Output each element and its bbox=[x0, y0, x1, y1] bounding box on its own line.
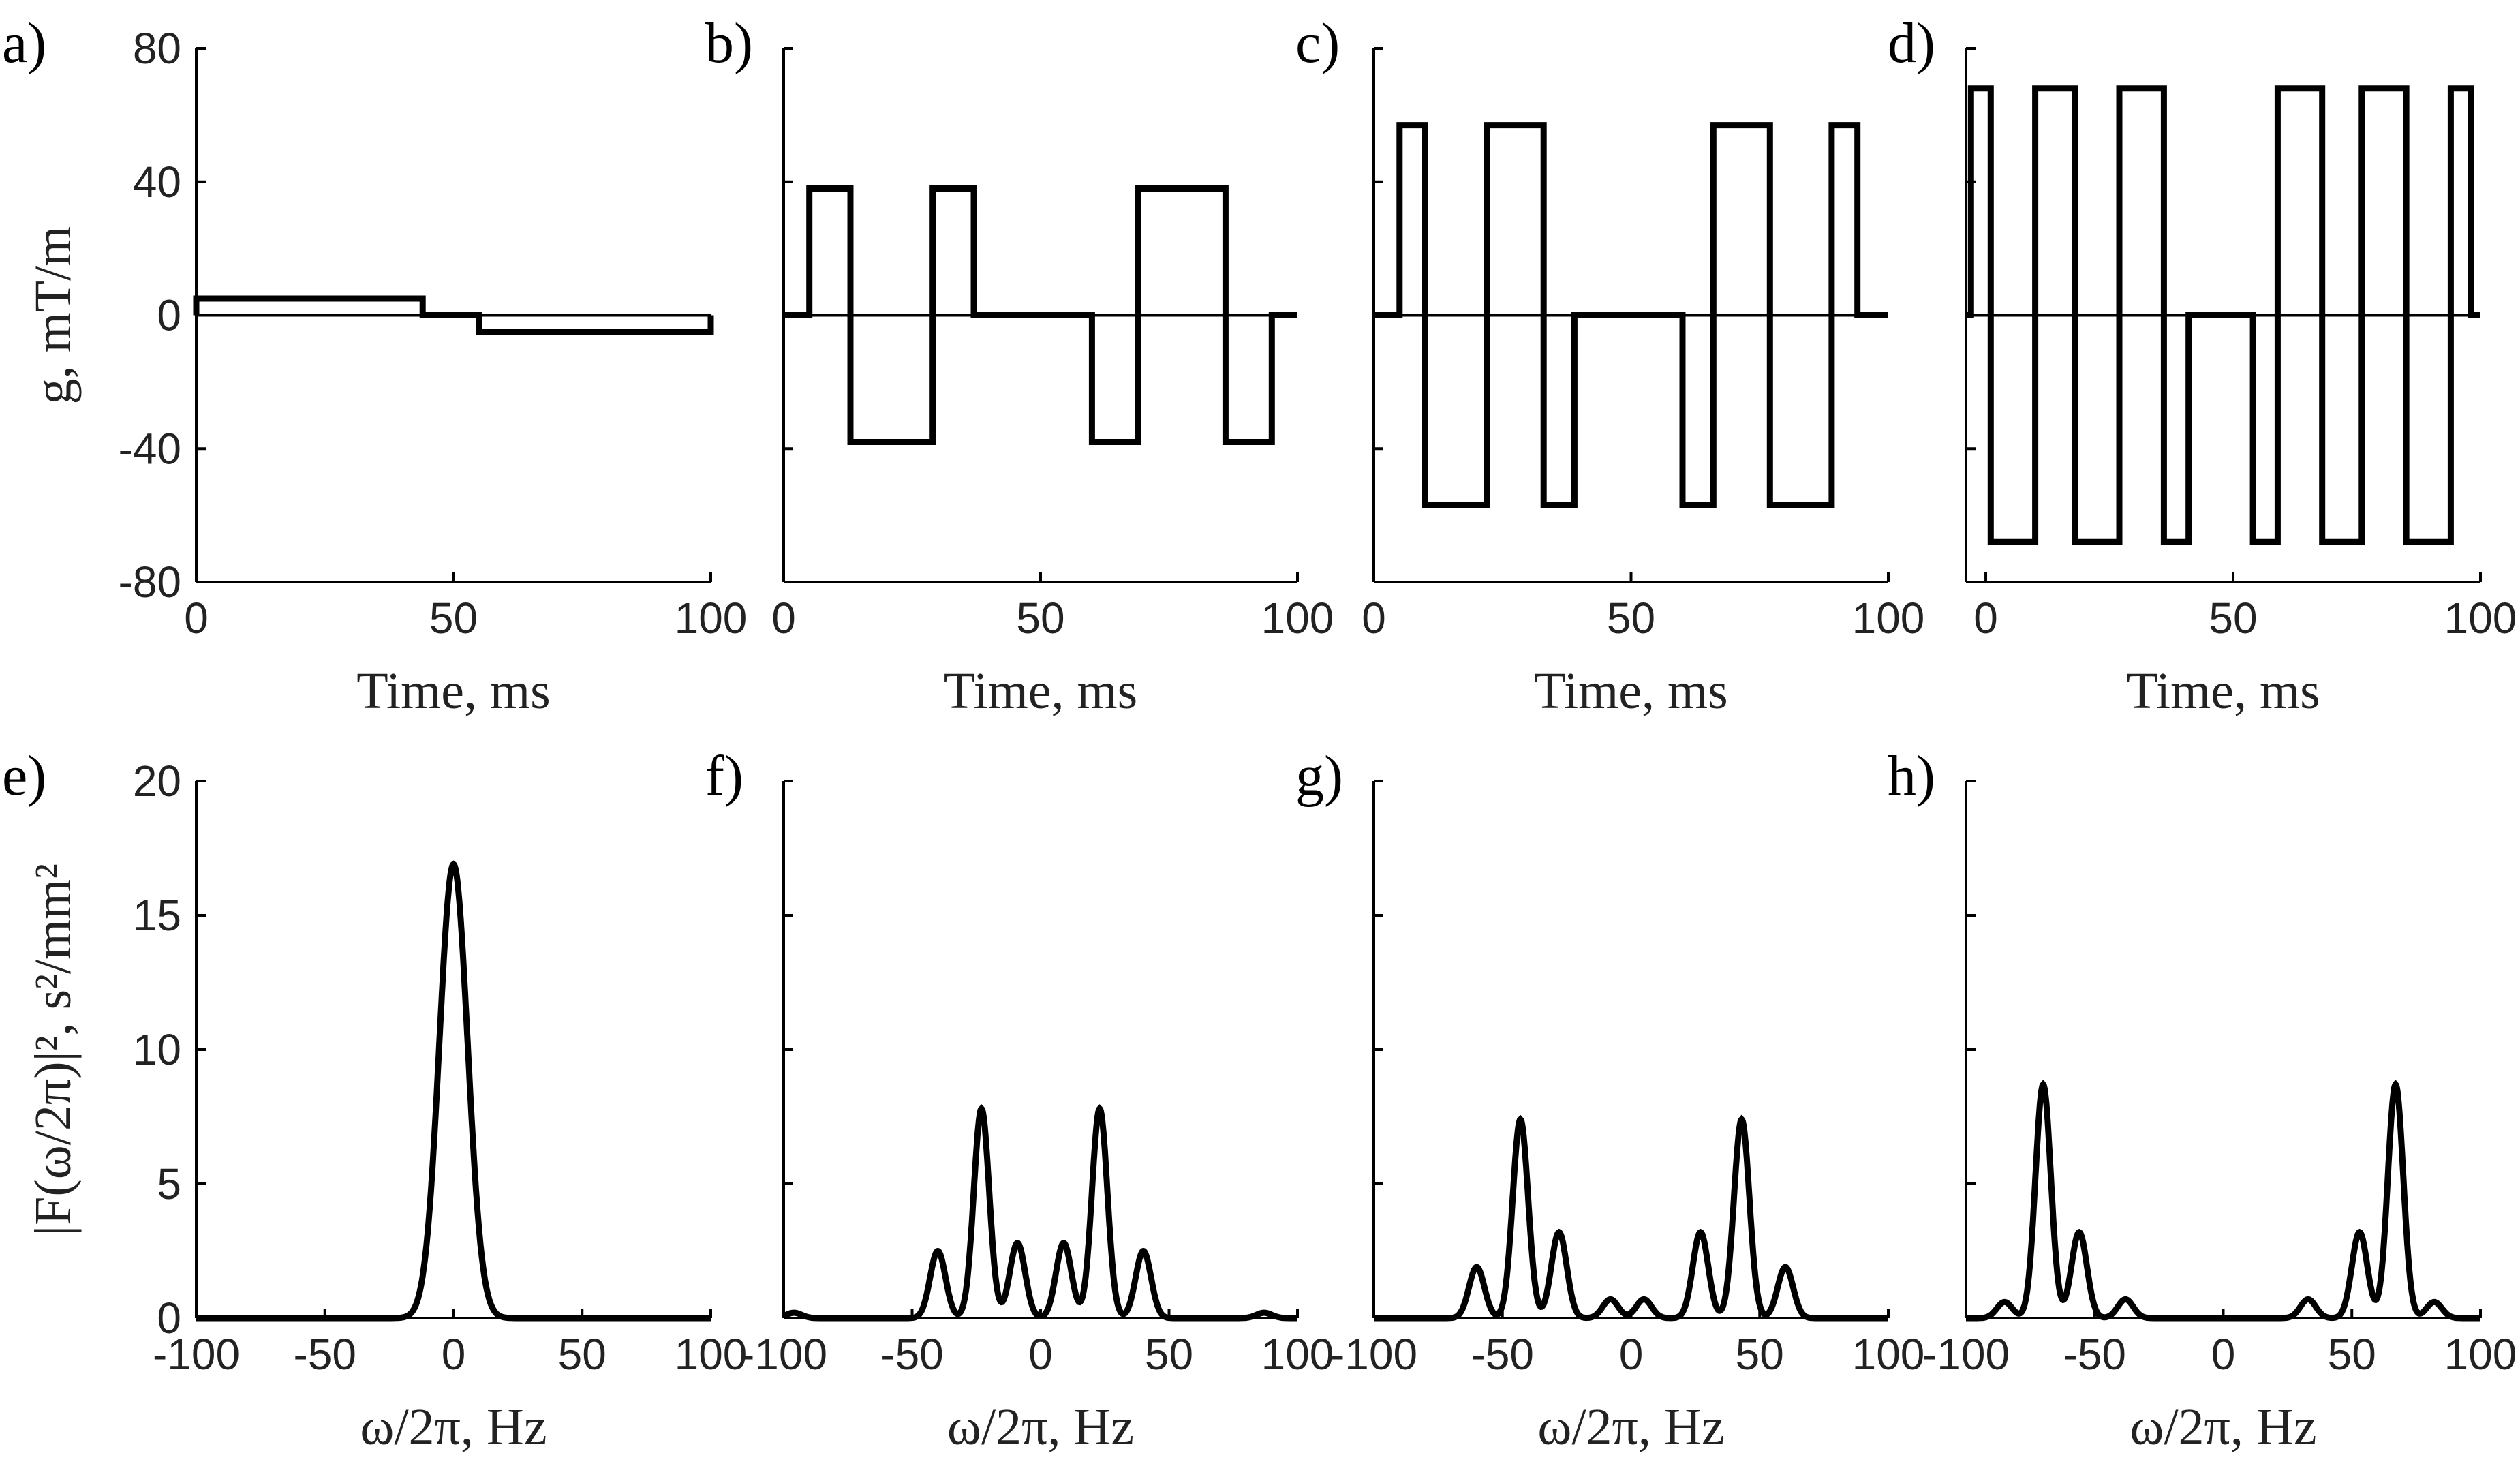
x-tick-label: 50 bbox=[1607, 594, 1655, 643]
data-series-line bbox=[196, 860, 711, 1322]
x-tick-label: 0 bbox=[1619, 1330, 1644, 1379]
data-series-line bbox=[1374, 122, 1888, 508]
panel-label: e) bbox=[2, 744, 46, 808]
x-tick-label: -100 bbox=[153, 1330, 240, 1379]
x-tick-label: -50 bbox=[1471, 1330, 1535, 1379]
x-tick-label: 50 bbox=[429, 594, 478, 643]
x-tick-label: 50 bbox=[558, 1330, 606, 1379]
y-tick-label: 20 bbox=[133, 757, 181, 806]
x-tick-label: -100 bbox=[740, 1330, 827, 1379]
panel-g: g) -100 -50 0 50 100 ω/2π, Hz bbox=[1295, 744, 1924, 1456]
y-tick-label: 15 bbox=[133, 891, 181, 940]
x-tick-label: 0 bbox=[1028, 1330, 1053, 1379]
x-tick-label: 0 bbox=[442, 1330, 466, 1379]
x-axis-label: Time, ms bbox=[356, 662, 550, 720]
panel-d: d) 0 50 100 Time, ms bbox=[1888, 12, 2517, 720]
x-axis-label: Time, ms bbox=[2126, 662, 2320, 720]
y-tick-label: 5 bbox=[157, 1159, 181, 1208]
data-series-line bbox=[1374, 1114, 1888, 1322]
y-tick-label: 10 bbox=[133, 1025, 181, 1074]
data-series-line bbox=[1966, 85, 2480, 545]
x-tick-label: -100 bbox=[1330, 1330, 1417, 1379]
panel-label: h) bbox=[1888, 744, 1935, 808]
x-axis-label: ω/2π, Hz bbox=[947, 1399, 1134, 1456]
panel-label: f) bbox=[705, 744, 743, 808]
data-series-line bbox=[1966, 1079, 2480, 1322]
x-tick-label: -50 bbox=[294, 1330, 357, 1379]
panel-label: c) bbox=[1295, 12, 1340, 75]
y-tick-label: -80 bbox=[119, 558, 182, 607]
panel-label: b) bbox=[705, 12, 753, 75]
x-axis-label: Time, ms bbox=[1534, 662, 1727, 720]
x-tick-label: 100 bbox=[2444, 1330, 2517, 1379]
x-tick-label: 50 bbox=[1736, 1330, 1784, 1379]
y-tick-label: 80 bbox=[133, 24, 181, 73]
x-tick-label: 0 bbox=[184, 594, 209, 643]
x-axis-label: ω/2π, Hz bbox=[2130, 1399, 2316, 1456]
panel-b: b) 0 50 100 Time, ms bbox=[705, 12, 1334, 720]
panel-label: d) bbox=[1888, 12, 1935, 75]
x-tick-label: 50 bbox=[2209, 594, 2257, 643]
x-tick-label: 100 bbox=[675, 1330, 748, 1379]
x-tick-label: 100 bbox=[1852, 1330, 1925, 1379]
x-tick-label: 100 bbox=[1261, 1330, 1334, 1379]
y-axis-label: |F(ω/2π)|², s²/mm² bbox=[25, 864, 82, 1236]
x-tick-label: -50 bbox=[880, 1330, 944, 1379]
x-tick-label: 50 bbox=[2328, 1330, 2376, 1379]
panel-f: f) -100 -50 0 50 100 ω/2π, Hz bbox=[705, 744, 1334, 1456]
y-tick-label: 0 bbox=[157, 291, 181, 340]
x-tick-label: 0 bbox=[2211, 1330, 2236, 1379]
x-tick-label: 100 bbox=[1261, 594, 1334, 643]
panel-label: a) bbox=[2, 12, 46, 75]
data-series-line bbox=[782, 1104, 1297, 1322]
y-axis-label: g, mT/m bbox=[25, 226, 82, 405]
data-series-line bbox=[193, 295, 714, 335]
x-tick-label: 0 bbox=[771, 594, 796, 643]
x-axis-label: Time, ms bbox=[944, 662, 1137, 720]
x-axis-label: ω/2π, Hz bbox=[360, 1399, 547, 1456]
x-tick-label: 50 bbox=[1016, 594, 1064, 643]
x-tick-label: 100 bbox=[2444, 594, 2517, 643]
x-tick-label: 100 bbox=[1852, 594, 1925, 643]
y-tick-label: -40 bbox=[119, 424, 182, 473]
data-series-line bbox=[784, 185, 1297, 445]
panel-c: c) 0 50 100 Time, ms bbox=[1295, 12, 1924, 720]
x-tick-label: -50 bbox=[2063, 1330, 2127, 1379]
x-tick-label: 50 bbox=[1145, 1330, 1193, 1379]
x-tick-label: 0 bbox=[1362, 594, 1386, 643]
x-tick-label: 100 bbox=[675, 594, 748, 643]
y-tick-label: 40 bbox=[133, 157, 181, 207]
panel-label: g) bbox=[1295, 744, 1343, 808]
x-tick-label: -100 bbox=[1922, 1330, 2010, 1379]
x-tick-label: 0 bbox=[1973, 594, 1998, 643]
panel-h: h) -100 -50 0 50 100 ω/2π, Hz bbox=[1888, 744, 2517, 1456]
y-tick-label: 0 bbox=[157, 1294, 181, 1343]
x-axis-label: ω/2π, Hz bbox=[1537, 1399, 1724, 1456]
